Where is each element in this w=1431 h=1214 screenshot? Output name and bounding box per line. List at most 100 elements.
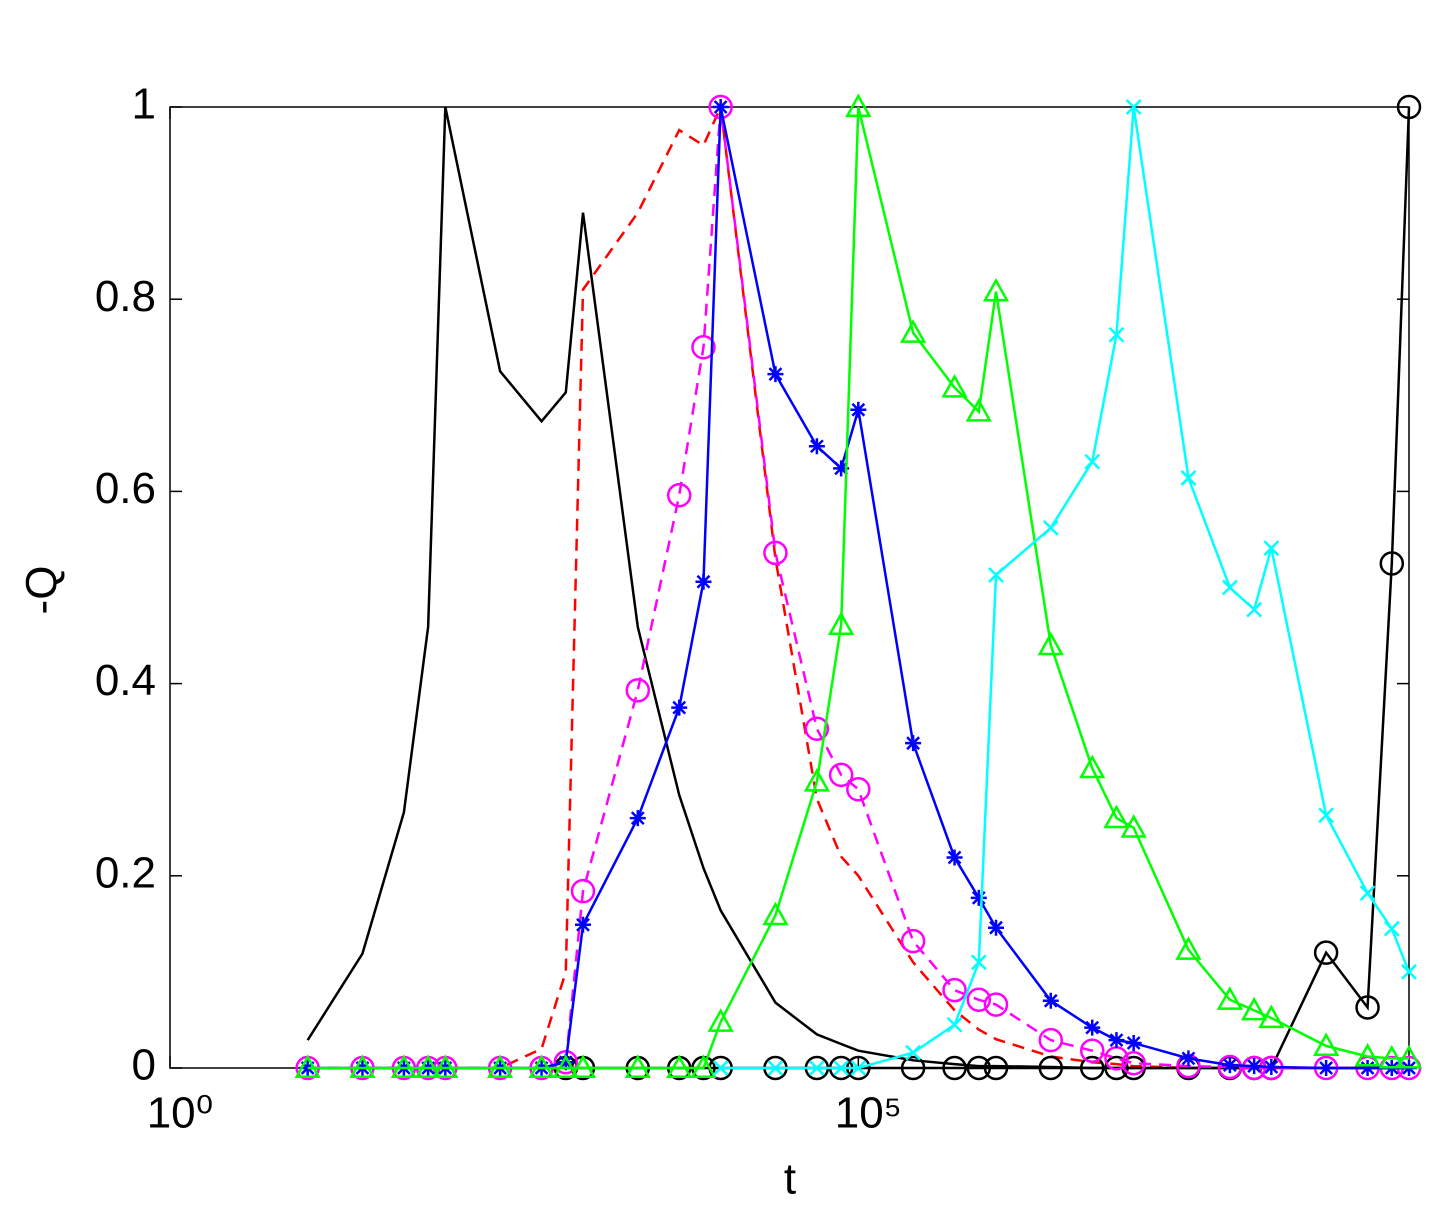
y-tick-label: 0: [132, 1041, 156, 1090]
marker-shape: [1312, 1032, 1340, 1056]
marker-shape: [828, 762, 854, 788]
marker-shape: [1258, 1004, 1285, 1029]
marker-shape: [988, 567, 1004, 583]
marker-shape: [712, 1060, 729, 1076]
marker-shape: [1180, 470, 1197, 486]
marker-shape: [1246, 601, 1263, 618]
marker: [552, 1054, 579, 1079]
marker-shape: [942, 1055, 967, 1081]
marker-shape: [666, 1054, 693, 1079]
marker: [1038, 1055, 1064, 1081]
marker: [528, 1054, 555, 1079]
marker-shape: [570, 878, 596, 904]
marker-shape: [767, 1060, 784, 1076]
marker: [767, 366, 784, 383]
marker-shape: [553, 1049, 579, 1075]
marker-shape: [415, 1054, 442, 1079]
marker: [970, 954, 987, 971]
marker: [1217, 1054, 1243, 1080]
marker: [695, 573, 712, 590]
marker-shape: [846, 777, 871, 802]
marker: [1125, 1035, 1142, 1052]
marker-shape: [1108, 1032, 1125, 1049]
y-tick-label: 0.6: [95, 464, 156, 513]
marker-shape: [1125, 99, 1142, 115]
series-line: [307, 106, 1409, 1070]
marker: [349, 1054, 376, 1079]
marker-shape: [1378, 1044, 1405, 1069]
marker: [803, 768, 831, 792]
marker: [691, 335, 716, 360]
marker: [1263, 540, 1280, 556]
marker: [762, 901, 789, 926]
marker-shape: [1216, 986, 1244, 1010]
marker: [1103, 804, 1130, 829]
marker-shape: [942, 977, 967, 1003]
marker: [809, 1060, 825, 1076]
marker-shape: [1222, 579, 1238, 596]
marker: [983, 992, 1009, 1017]
marker-shape: [970, 954, 987, 971]
marker-shape: [1263, 540, 1280, 556]
marker-shape: [946, 849, 963, 866]
marker-shape: [1318, 1060, 1335, 1076]
marker-shape: [966, 987, 992, 1013]
marker: [942, 1055, 967, 1081]
marker: [983, 1055, 1009, 1081]
marker-shape: [528, 1054, 555, 1079]
marker: [1108, 1032, 1125, 1049]
marker-shape: [707, 1008, 734, 1032]
marker: [1355, 995, 1380, 1020]
marker: [1246, 1058, 1263, 1075]
marker-shape: [941, 374, 968, 398]
marker-shape: [1359, 1060, 1376, 1076]
marker: [905, 735, 922, 752]
marker-shape: [1354, 1042, 1381, 1067]
marker: [767, 1060, 784, 1076]
marker-shape: [569, 1054, 597, 1079]
marker: [712, 99, 729, 115]
marker-shape: [1355, 995, 1380, 1020]
marker: [712, 1060, 729, 1076]
marker-shape: [1042, 992, 1059, 1009]
marker-shape: [763, 540, 788, 566]
marker-shape: [671, 699, 688, 716]
marker: [575, 916, 591, 933]
marker: [1246, 601, 1263, 618]
series-line: [307, 102, 1409, 1070]
marker: [1180, 470, 1197, 486]
marker: [294, 1054, 321, 1079]
marker-shape: [486, 1054, 514, 1079]
marker: [845, 93, 872, 118]
marker: [1104, 1055, 1129, 1081]
marker: [707, 1008, 734, 1032]
marker-shape: [1125, 1035, 1142, 1052]
marker-shape: [1180, 1050, 1197, 1067]
marker: [966, 1055, 992, 1081]
marker-shape: [1121, 1050, 1146, 1076]
marker: [1318, 807, 1335, 824]
marker-shape: [828, 611, 855, 636]
x-axis-label: t: [784, 1155, 796, 1204]
series-line: [307, 106, 1409, 1070]
marker: [846, 777, 871, 802]
marker-shape: [966, 1055, 992, 1081]
marker: [988, 919, 1004, 936]
marker: [1313, 940, 1339, 965]
marker: [666, 482, 692, 508]
marker-shape: [762, 901, 789, 926]
marker-shape: [629, 810, 646, 827]
marker: [1175, 936, 1202, 960]
marker-shape: [625, 678, 651, 703]
marker-shape: [1104, 1055, 1129, 1081]
marker: [1379, 551, 1405, 576]
marker: [1258, 1004, 1285, 1029]
marker-shape: [767, 366, 784, 383]
y-tick-label: 0.4: [95, 656, 156, 705]
marker: [1084, 1019, 1101, 1036]
marker: [1121, 1050, 1146, 1076]
marker-shape: [575, 916, 591, 933]
marker: [486, 1054, 514, 1079]
marker: [624, 1054, 651, 1079]
marker: [905, 1044, 921, 1061]
